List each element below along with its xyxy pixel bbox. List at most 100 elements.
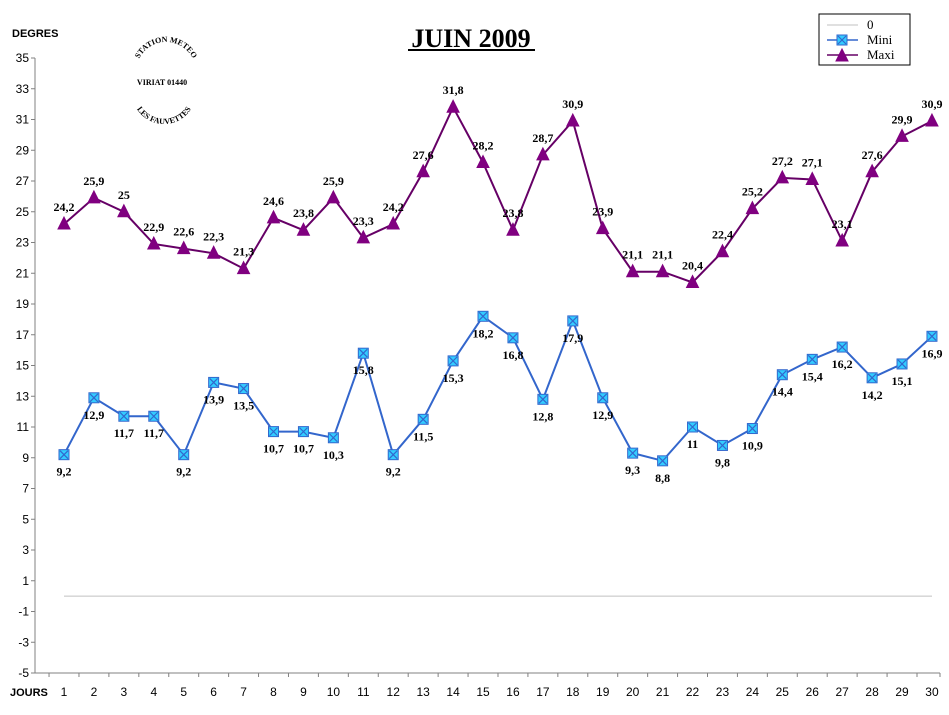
y-tick-label: 33 bbox=[16, 82, 30, 96]
marker-mini-cross bbox=[568, 316, 578, 326]
y-tick-label: 21 bbox=[16, 266, 30, 280]
x-tick-label: 27 bbox=[836, 685, 850, 699]
data-label-mini: 9,2 bbox=[57, 465, 72, 479]
x-tick-label: 14 bbox=[446, 685, 460, 699]
marker-mini bbox=[88, 392, 100, 404]
marker-mini bbox=[417, 413, 429, 425]
marker-mini bbox=[806, 353, 818, 365]
marker-mini bbox=[836, 341, 848, 353]
data-label-mini: 13,5 bbox=[233, 399, 254, 413]
y-tick-label: 25 bbox=[16, 205, 30, 219]
marker-mini-cross bbox=[149, 411, 159, 421]
y-tick-label: 19 bbox=[16, 297, 30, 311]
marker-mini-cross bbox=[927, 331, 937, 341]
marker-mini bbox=[746, 423, 758, 435]
data-label-maxi: 31,8 bbox=[443, 83, 464, 97]
marker-maxi bbox=[895, 128, 909, 142]
marker-mini bbox=[58, 449, 70, 461]
marker-maxi bbox=[296, 222, 311, 236]
data-label-mini: 10,3 bbox=[323, 448, 344, 462]
marker-mini-cross bbox=[299, 427, 308, 437]
marker-mini-cross bbox=[837, 342, 847, 352]
y-tick-label: 27 bbox=[16, 174, 30, 188]
marker-mini-cross bbox=[209, 377, 219, 387]
station-stamp: STATION METEO VIRIAT 01440 LES FAUVETTES bbox=[133, 35, 199, 126]
data-label-mini: 11,7 bbox=[144, 426, 164, 440]
marker-mini-cross bbox=[718, 441, 727, 450]
x-tick-label: 3 bbox=[121, 685, 128, 699]
stamp-line-3: LES FAUVETTES bbox=[135, 104, 193, 126]
data-label-maxi: 25,2 bbox=[742, 185, 763, 199]
data-label-mini: 16,2 bbox=[832, 357, 853, 371]
data-label-maxi: 21,1 bbox=[652, 248, 673, 262]
marker-mini-cross bbox=[418, 414, 428, 424]
marker-mini bbox=[776, 369, 788, 381]
marker-maxi bbox=[745, 200, 760, 215]
data-label-maxi: 23,8 bbox=[502, 206, 523, 220]
data-label-mini: 14,4 bbox=[772, 385, 793, 399]
marker-maxi bbox=[356, 229, 371, 244]
marker-mini-cross bbox=[538, 394, 548, 404]
marker-mini bbox=[926, 330, 938, 342]
data-label-mini: 11,5 bbox=[413, 429, 433, 443]
y-tick-label: 23 bbox=[16, 236, 30, 250]
data-label-maxi: 25,9 bbox=[83, 174, 104, 188]
marker-mini-cross bbox=[328, 433, 338, 443]
x-tick-label: 13 bbox=[416, 685, 430, 699]
marker-mini bbox=[208, 376, 220, 388]
x-tick-label: 24 bbox=[746, 685, 760, 699]
legend-label-zero: 0 bbox=[867, 17, 874, 32]
marker-maxi bbox=[715, 243, 730, 258]
x-tick-label: 5 bbox=[180, 685, 187, 699]
data-label-mini: 14,2 bbox=[862, 388, 883, 402]
marker-maxi bbox=[625, 263, 640, 278]
marker-mini bbox=[477, 310, 489, 322]
x-tick-label: 9 bbox=[300, 685, 307, 699]
data-label-mini: 9,3 bbox=[625, 463, 640, 477]
marker-mini bbox=[507, 332, 519, 344]
marker-mini-cross bbox=[688, 422, 697, 432]
y-tick-label: 3 bbox=[22, 543, 29, 557]
x-tick-label: 4 bbox=[150, 685, 157, 699]
marker-mini bbox=[627, 447, 639, 459]
marker-mini bbox=[866, 372, 878, 384]
data-label-mini: 15,8 bbox=[353, 363, 374, 377]
marker-mini-cross bbox=[807, 354, 817, 364]
marker-maxi bbox=[236, 260, 251, 275]
series-line-maxi bbox=[63, 104, 933, 284]
x-tick-label: 16 bbox=[506, 685, 520, 699]
marker-maxi bbox=[506, 222, 520, 236]
data-label-maxi: 23,8 bbox=[293, 206, 314, 220]
data-label-maxi: 24,2 bbox=[54, 200, 75, 214]
x-tick-label: 8 bbox=[270, 685, 277, 699]
data-label-maxi: 27,2 bbox=[772, 154, 793, 168]
marker-mini-cross bbox=[119, 411, 129, 421]
data-label-mini: 17,9 bbox=[562, 331, 583, 345]
data-label-maxi: 23,9 bbox=[592, 205, 613, 219]
marker-mini-cross bbox=[897, 359, 907, 369]
marker-maxi bbox=[326, 189, 341, 204]
y-axis-title: DEGRES bbox=[12, 28, 58, 40]
legend-marker-maxi-shape bbox=[835, 47, 849, 62]
data-label-maxi: 23,3 bbox=[353, 214, 374, 228]
x-tick-label: 6 bbox=[210, 685, 217, 699]
chart-title: JUIN 2009 bbox=[408, 24, 535, 53]
x-tick-label: 2 bbox=[91, 685, 98, 699]
marker-maxi bbox=[566, 112, 580, 127]
data-label-mini: 10,7 bbox=[293, 442, 314, 456]
data-label-maxi: 22,9 bbox=[143, 220, 164, 234]
data-label-mini: 16,9 bbox=[921, 346, 942, 360]
marker-maxi bbox=[266, 209, 281, 224]
data-label-mini: 11 bbox=[687, 437, 698, 451]
data-label-mini: 8,8 bbox=[655, 471, 670, 485]
y-tick-label: 31 bbox=[16, 113, 30, 127]
marker-maxi bbox=[146, 235, 161, 250]
data-label-mini: 9,2 bbox=[386, 465, 401, 479]
x-tick-label: 1 bbox=[61, 685, 68, 699]
y-tick-label: 9 bbox=[22, 451, 29, 465]
marker-mini-cross bbox=[388, 450, 398, 460]
data-label-maxi: 24,2 bbox=[383, 200, 404, 214]
marker-mini bbox=[537, 393, 549, 405]
marker-mini-cross bbox=[358, 348, 368, 358]
marker-maxi bbox=[206, 245, 221, 259]
